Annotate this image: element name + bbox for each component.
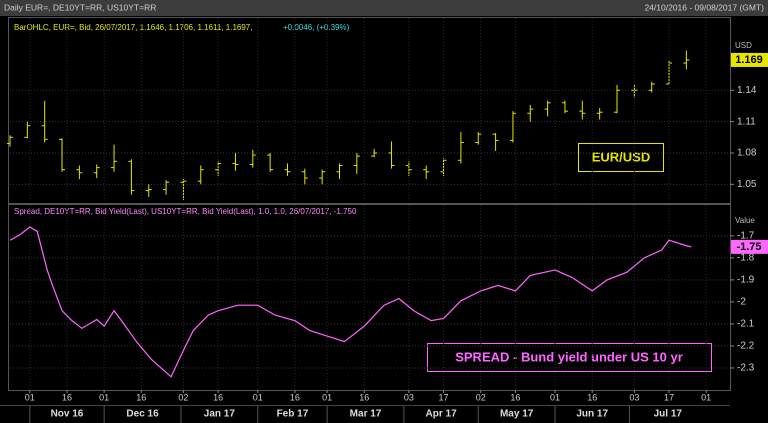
x-tick-label: 16 [510,392,520,402]
month-label: May 17 [500,409,534,420]
annotation: SPREAD - Bund yield under US 10 yr [455,349,683,364]
y-tick-label: -1.9 [737,275,755,286]
x-tick-label: 03 [404,392,414,402]
y-tick-label: -2.2 [737,341,755,352]
annotation-box [578,143,664,172]
x-tick-label: 16 [290,392,300,402]
x-tick-label: 01 [253,392,263,402]
y-tick-label: -1.7 [737,230,755,241]
y-tick-label: 1.08 [737,148,757,159]
month-label: Jul 17 [654,409,683,420]
x-tick-label: 01 [322,392,332,402]
month-label: Jun 17 [576,409,608,420]
y-tick-label: -2.3 [737,363,755,374]
legend: BarOHLC, EUR=, Bid, 26/07/2017, 1.1646, … [14,23,252,32]
y-tick-label: -1.8 [737,252,755,263]
legend: Spread, DE10YT=RR, Bid Yield(Last), US10… [14,207,357,216]
header-range: 24/10/2016 - 09/08/2017 (GMT) [644,2,764,12]
x-tick-label: 02 [178,392,188,402]
x-tick-label: 16 [359,392,369,402]
month-label: Feb 17 [277,409,309,420]
series-line [9,226,692,378]
y-tick-label: 1.14 [737,85,757,96]
month-label: Nov 16 [51,409,84,420]
x-tick-label: 02 [476,392,486,402]
x-tick-label: 01 [550,392,560,402]
last-value-label: 1.169 [735,54,763,66]
x-tick-label: 01 [25,392,35,402]
month-label: Mar 17 [350,409,382,420]
x-tick-label: 16 [587,392,597,402]
y-tick-label: 1.05 [737,179,757,190]
y-unit: Value [735,216,755,225]
x-tick-label: 01 [701,392,711,402]
y-tick-label: -2 [737,297,746,308]
x-tick-label: 01 [99,392,109,402]
month-label: Apr 17 [426,409,458,420]
x-tick-label: 16 [213,392,223,402]
month-label: Dec 16 [126,409,159,420]
header-title: Daily EUR=, DE10YT=RR, US10YT=RR [4,2,156,12]
last-value-box [731,52,768,67]
last-value-label: -1.75 [736,241,761,253]
y-tick-label: 1.11 [737,116,756,127]
annotation: EUR/USD [592,149,651,164]
bottom-panel-frame [8,204,731,391]
x-tick-label: 17 [439,392,449,402]
annotation-box [427,343,712,372]
legend-change: +0.0046, (+0.39%) [283,23,350,32]
y-unit: USD [735,41,752,50]
y-tick-label: -2.1 [737,319,755,330]
x-tick-label: 03 [629,392,639,402]
x-tick-label: 17 [664,392,674,402]
month-label: Jan 17 [204,409,236,420]
x-tick-label: 16 [136,392,146,402]
x-tick-label: 16 [62,392,72,402]
header-bar [0,0,768,16]
top-panel-frame [8,17,731,204]
last-value-box [731,239,768,254]
